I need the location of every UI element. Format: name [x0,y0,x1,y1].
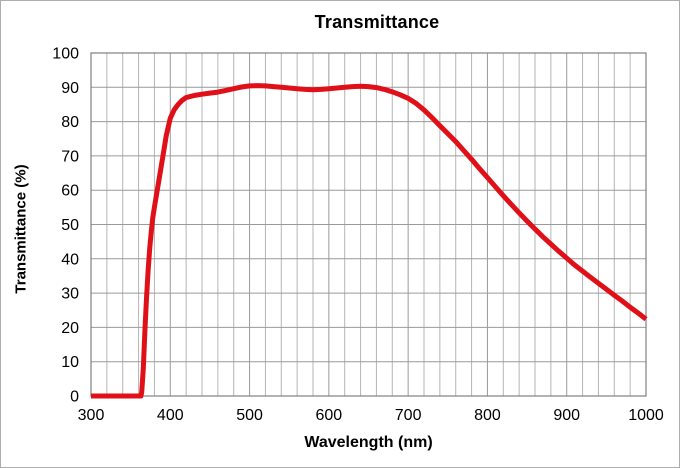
x-tick-label: 800 [474,407,501,424]
x-axis-title: Wavelength (nm) [304,434,433,451]
chart-title: Transmittance [314,12,440,32]
x-tick-label: 600 [316,407,343,424]
y-tick-label: 10 [61,354,79,371]
y-tick-label: 80 [61,114,79,131]
y-tick-label: 50 [61,217,79,234]
x-tick-label: 500 [236,407,263,424]
plot-frame [90,52,647,397]
y-tick-label: 60 [61,183,79,200]
y-tick-label: 30 [61,286,79,303]
y-tick-label: 40 [61,251,79,268]
x-tick-label: 300 [78,407,105,424]
y-tick-label: 20 [61,320,79,337]
x-tick-label: 700 [395,407,422,424]
y-tick-label: 70 [61,148,79,165]
x-tick-label: 1000 [628,407,664,424]
x-tick-label: 900 [553,407,580,424]
y-tick-label: 100 [52,46,79,63]
y-tick-label: 90 [61,80,79,97]
y-tick-label: 0 [70,389,79,406]
x-tick-label: 400 [157,407,184,424]
series-transmittance-line [91,83,648,399]
